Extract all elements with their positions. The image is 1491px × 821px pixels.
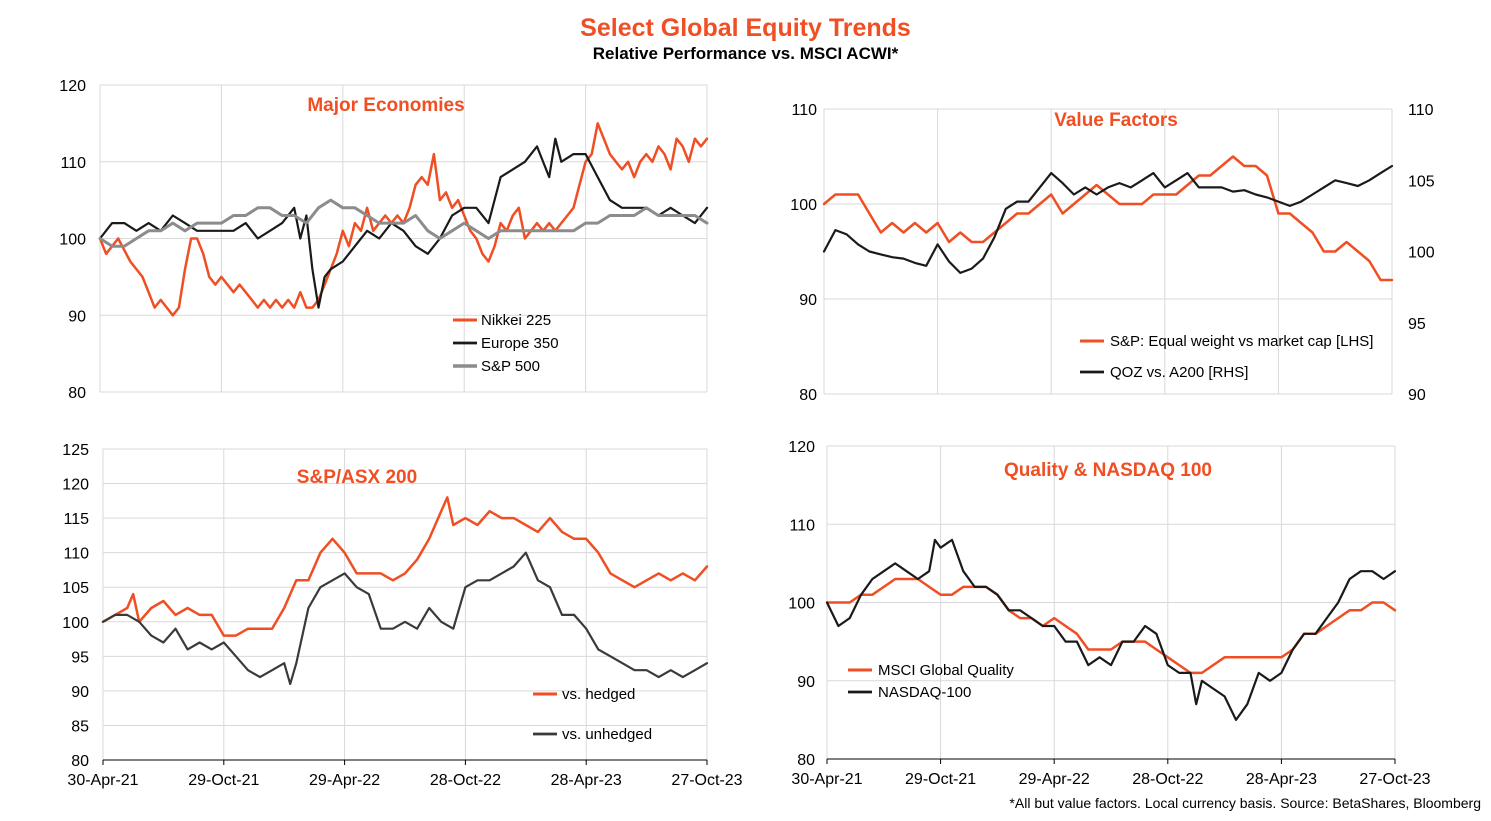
y-tick-label: 125 xyxy=(62,442,89,459)
chart-panel-2: 80 90 100 110 90 95 100 105 110 S&P: Equal weight… xyxy=(790,102,1435,404)
y-tick-label: 80 xyxy=(68,385,86,402)
legend-label: S&P: Equal weight vs market cap [LHS] xyxy=(1110,333,1373,350)
y2-tick-label: 105 xyxy=(1408,173,1435,190)
x-tick-label: 28-Oct-22 xyxy=(430,772,501,789)
chart-panel-1: 80 90 100 110 120 Nikkei 225 Europe 350 S&P 500… xyxy=(59,78,709,402)
y-tick-label: 100 xyxy=(62,615,89,632)
y-tick-label: 120 xyxy=(788,439,815,456)
chart-panel-4: 80 90 100 110 120 30-Apr-21 29-Oct-21 29-Apr-22… xyxy=(788,439,1430,788)
series-line xyxy=(825,577,1397,675)
chart-title: S&P/ASX 200 xyxy=(297,467,417,488)
legend-label: vs. hedged xyxy=(562,686,635,703)
legend-label: Nikkei 225 xyxy=(481,312,551,329)
x-tick-label: 29-Apr-22 xyxy=(309,772,380,789)
series-line xyxy=(825,538,1397,721)
y-tick-label: 105 xyxy=(62,580,89,597)
legend-label: NASDAQ-100 xyxy=(878,684,971,701)
y-tick-label: 110 xyxy=(60,155,86,172)
chart-title: Major Economies xyxy=(307,95,464,116)
y-tick-label: 120 xyxy=(59,78,86,95)
y-tick-label: 120 xyxy=(62,477,89,494)
legend-label: Europe 350 xyxy=(481,335,559,352)
y-tick-label: 90 xyxy=(797,674,815,691)
y-tick-label: 110 xyxy=(63,546,89,563)
y-tick-label: 100 xyxy=(788,596,815,613)
x-tick-label: 29-Oct-21 xyxy=(905,771,976,788)
legend-label: vs. unhedged xyxy=(562,726,652,743)
y-tick-label: 110 xyxy=(789,517,815,534)
x-tick-label: 29-Oct-21 xyxy=(188,772,259,789)
y-tick-label: 80 xyxy=(799,387,817,404)
x-tick-label: 30-Apr-21 xyxy=(791,771,862,788)
x-tick-label: 28-Oct-22 xyxy=(1132,771,1203,788)
chart-panel-3: 80 85 90 95 100 105 110 115 120 125 30-Apr-21 29-Oc… xyxy=(62,442,742,789)
y-tick-label: 115 xyxy=(63,511,89,528)
x-tick-label: 30-Apr-21 xyxy=(67,772,138,789)
chart-title: Quality & NASDAQ 100 xyxy=(1004,460,1212,481)
x-tick-label: 28-Apr-23 xyxy=(551,772,622,789)
series-line xyxy=(98,122,709,317)
y-tick-label: 100 xyxy=(59,232,86,249)
x-tick-label: 27-Oct-23 xyxy=(671,772,742,789)
y-tick-label: 80 xyxy=(71,753,89,770)
chart-title: Value Factors xyxy=(1054,110,1178,131)
y-tick-label: 90 xyxy=(799,292,817,309)
y-tick-label: 85 xyxy=(71,718,89,735)
y-tick-label: 110 xyxy=(791,102,817,119)
series-line xyxy=(822,164,1394,274)
series-line xyxy=(101,551,709,686)
legend-label: MSCI Global Quality xyxy=(878,662,1014,679)
y2-tick-label: 110 xyxy=(1408,102,1434,119)
y-tick-label: 80 xyxy=(797,752,815,769)
y2-tick-label: 90 xyxy=(1408,387,1426,404)
y-tick-label: 95 xyxy=(71,649,89,666)
series-line xyxy=(822,155,1394,282)
legend-label: S&P 500 xyxy=(481,358,540,375)
footnote: *All but value factors. Local currency b… xyxy=(1009,795,1481,811)
y-tick-label: 90 xyxy=(68,308,86,325)
x-tick-label: 28-Apr-23 xyxy=(1246,771,1317,788)
page-subtitle: Relative Performance vs. MSCI ACWI* xyxy=(592,44,899,63)
x-tick-label: 29-Apr-22 xyxy=(1019,771,1090,788)
y2-tick-label: 95 xyxy=(1408,316,1426,333)
series-line xyxy=(101,496,709,637)
series-line xyxy=(98,198,709,248)
y-tick-label: 90 xyxy=(71,684,89,701)
y-tick-label: 100 xyxy=(790,197,817,214)
page-title: Select Global Equity Trends xyxy=(580,14,911,42)
y2-tick-label: 100 xyxy=(1408,245,1435,262)
x-tick-label: 27-Oct-23 xyxy=(1359,771,1430,788)
legend-label: QOZ vs. A200 [RHS] xyxy=(1110,364,1248,381)
